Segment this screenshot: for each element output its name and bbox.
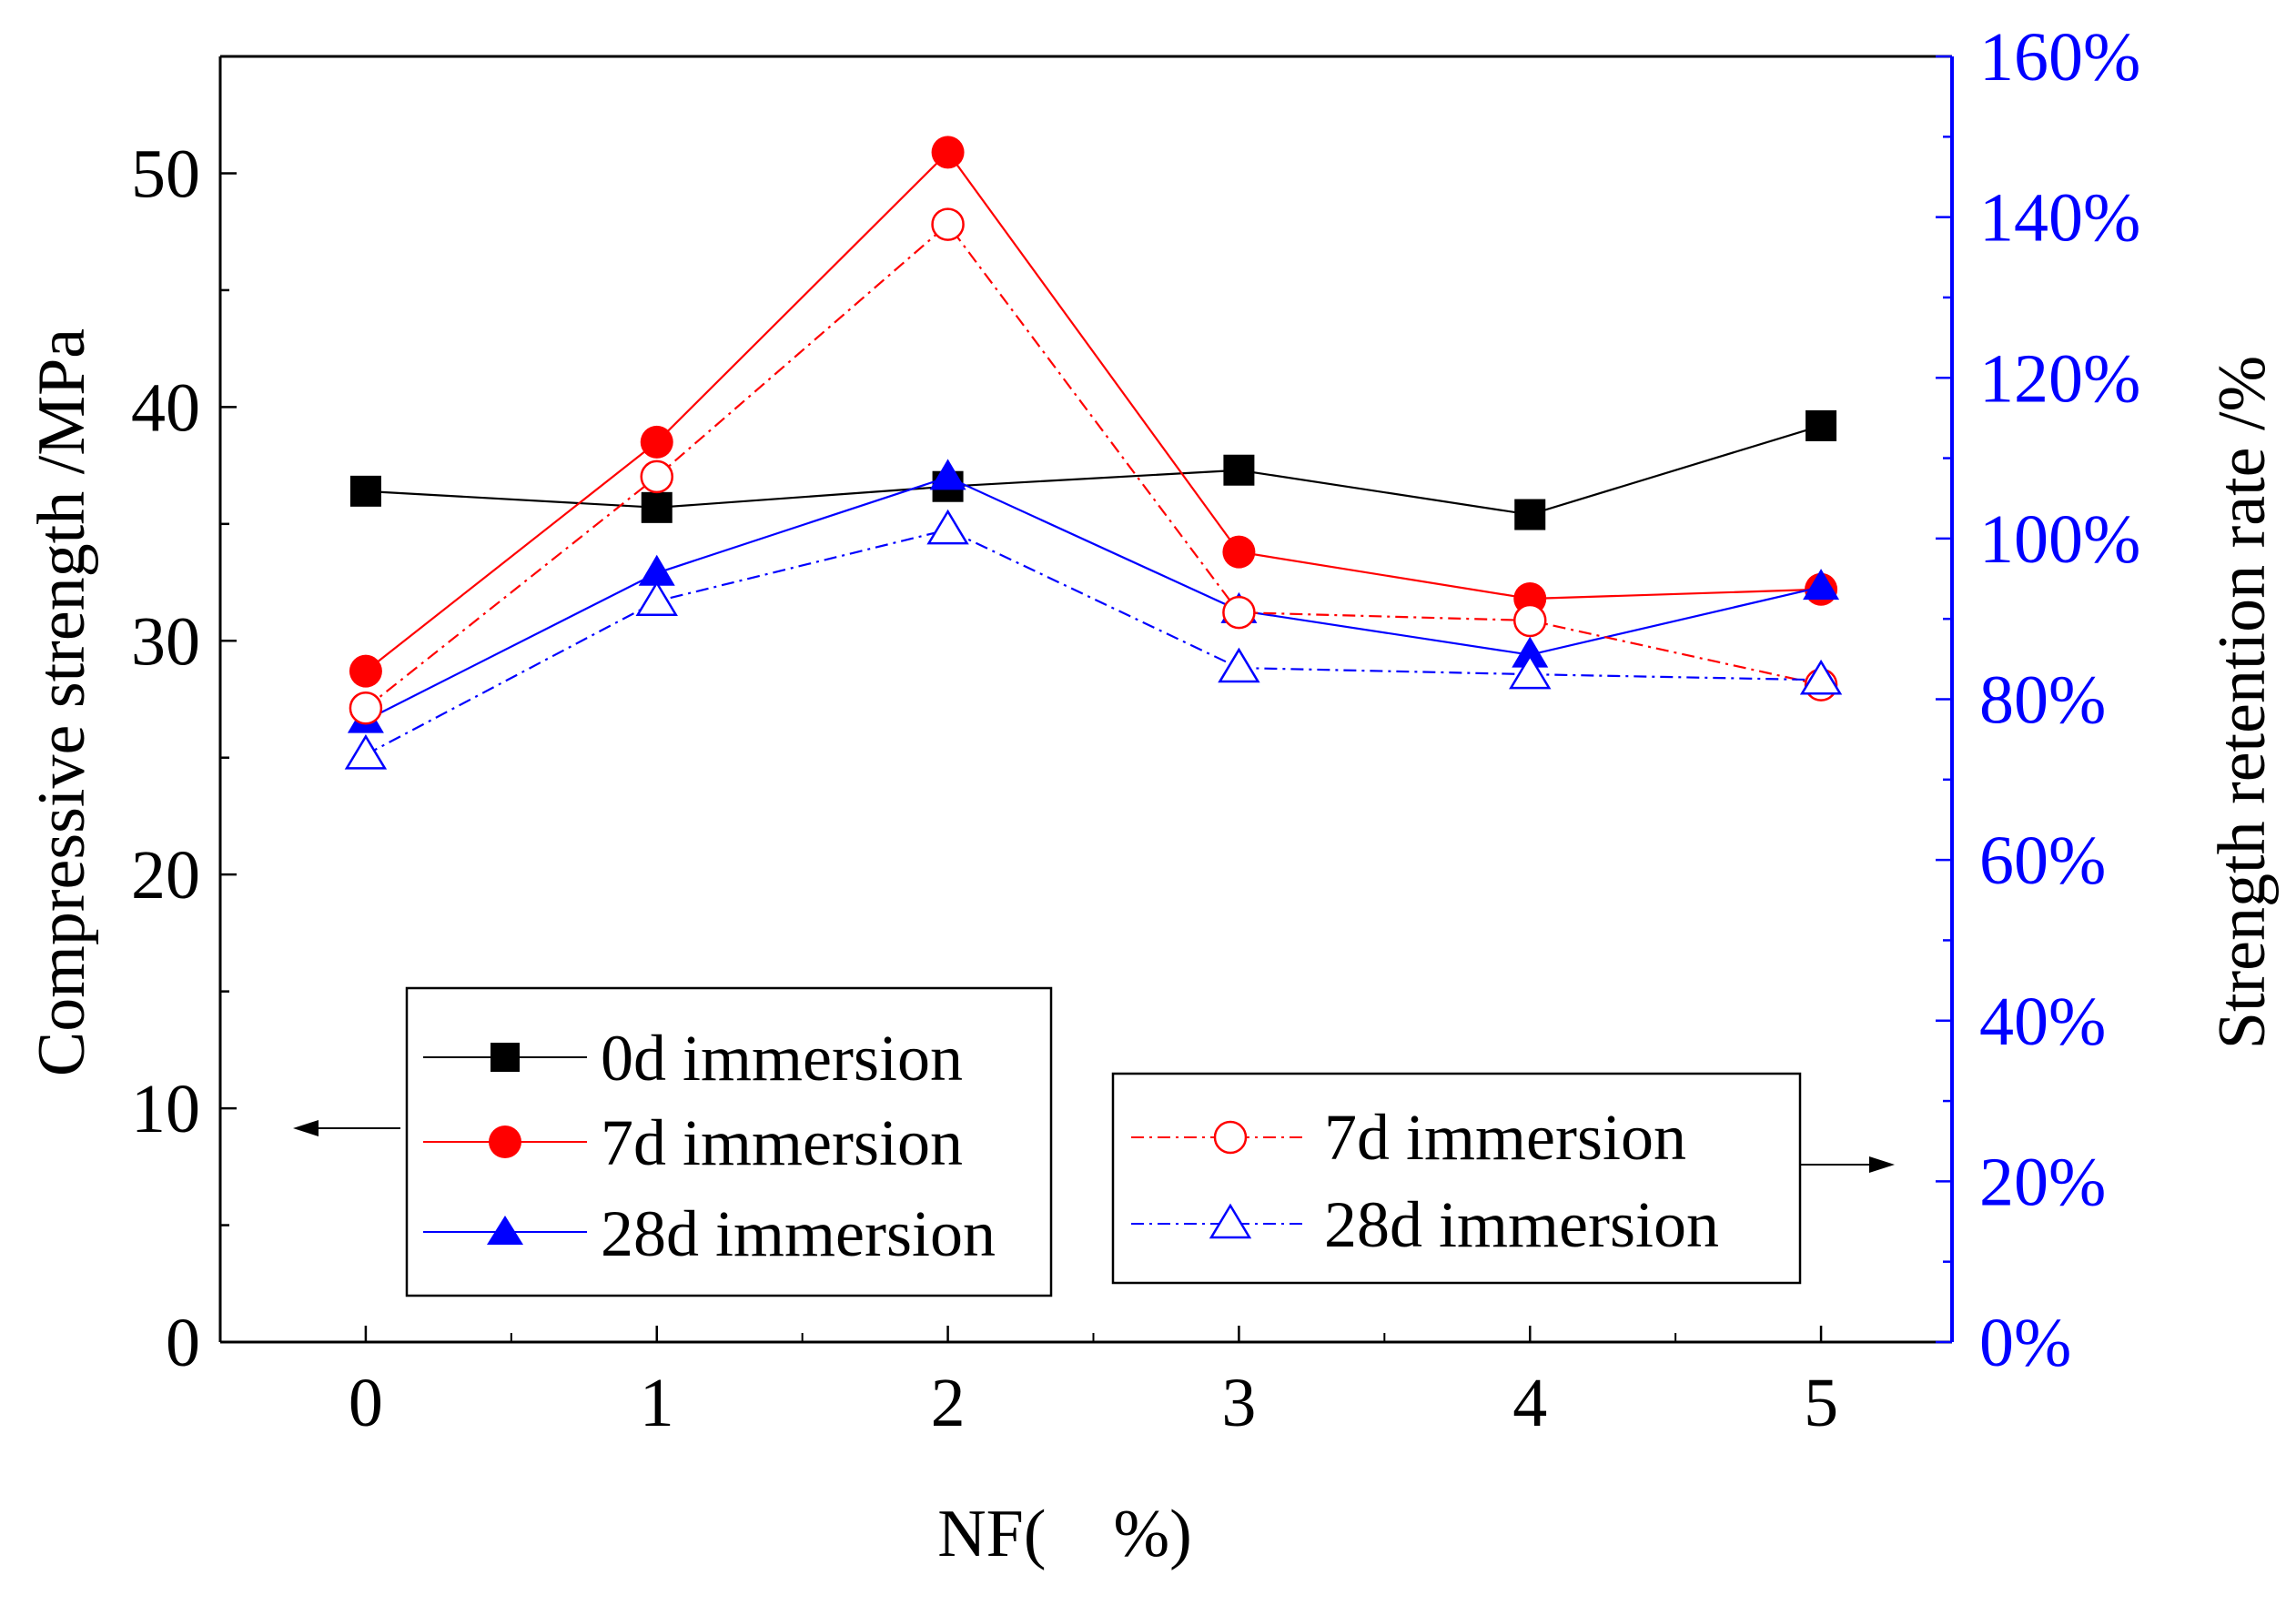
- data-point-circle: [349, 654, 382, 688]
- series-line-2: [365, 476, 1822, 722]
- x-axis-title: NF( %): [937, 1497, 1192, 1571]
- y-right-tick-label: 0%: [1979, 1305, 2071, 1381]
- legend-right-box: [1111, 1072, 1802, 1285]
- data-point-circle-open: [1512, 603, 1547, 638]
- data-point-triangle: [929, 459, 966, 490]
- data-point-triangle-open: [635, 580, 678, 617]
- data-point-circle-open: [931, 207, 965, 241]
- y-right-tick-label: 40%: [1979, 984, 2106, 1060]
- series-line-0: [365, 424, 1822, 516]
- legend-left: 0d immersion 7d immersion 28d immersion: [405, 986, 1053, 1297]
- y-left-tick-label: 10: [131, 1071, 200, 1147]
- legend-label-7d-retention: 7d immersion: [1324, 1101, 1686, 1174]
- legend-marker-7d-retention: [1213, 1120, 1248, 1155]
- legend-label-28d-retention: 28d immersion: [1324, 1188, 1719, 1261]
- left-axis-arrow: [293, 1120, 400, 1136]
- data-point-triangle: [638, 554, 675, 586]
- y-left-tick-label: 0: [166, 1305, 200, 1381]
- y-left-tick-label: 30: [131, 603, 200, 680]
- data-point-square: [349, 475, 381, 507]
- right-axis-arrow: [1800, 1156, 1895, 1173]
- data-point-triangle-open: [1509, 653, 1552, 690]
- data-point-circle-open: [349, 691, 383, 725]
- series-line-4: [365, 528, 1822, 756]
- data-point-square: [1514, 499, 1546, 530]
- data-point-triangle: [1512, 636, 1549, 668]
- axes-layer: 0 1 2 3 4 5010203040500%20%40%60%80%100%120%1…: [131, 19, 2140, 1441]
- y-axis-title-left: Compressive strength /MPa: [25, 328, 99, 1076]
- plot-layer: [344, 136, 1843, 770]
- legend-label-7d: 7d immersion: [601, 1106, 963, 1179]
- legend-marker-7d: [489, 1126, 521, 1158]
- y-axis-title-right: Strength retention rate /%: [2205, 356, 2280, 1049]
- x-tick-label: 3: [1221, 1365, 1256, 1441]
- y-right-tick-label: 80%: [1979, 662, 2106, 739]
- x-tick-label: 5: [1804, 1365, 1838, 1441]
- data-point-triangle: [1803, 569, 1840, 601]
- x-tick-label: 0: [349, 1365, 383, 1441]
- y-left-tick-label: 20: [131, 837, 200, 914]
- y-right-tick-label: 60%: [1979, 823, 2106, 899]
- data-point-triangle-open: [926, 509, 969, 545]
- data-point-square: [1805, 409, 1837, 441]
- data-point-circle-open: [640, 459, 673, 494]
- data-point-circle: [640, 425, 673, 459]
- y-left-tick-label: 50: [131, 136, 200, 212]
- x-tick-label: 2: [931, 1365, 966, 1441]
- data-point-square: [1223, 454, 1255, 486]
- y-right-tick-label: 160%: [1979, 19, 2140, 96]
- series-line-1: [365, 150, 1822, 672]
- legend-right: 7d immersion 28d immersion: [1111, 1072, 1802, 1285]
- x-tick-label: 4: [1512, 1365, 1547, 1441]
- legend-marker-0d: [491, 1043, 520, 1072]
- data-point-triangle-open: [1799, 659, 1843, 695]
- series-line-3: [365, 222, 1822, 710]
- y-right-tick-label: 20%: [1979, 1144, 2106, 1220]
- data-point-square: [641, 491, 673, 523]
- legend-label-28d: 28d immersion: [601, 1197, 996, 1270]
- legend-marker-28d: [487, 1216, 523, 1245]
- y-right-tick-label: 100%: [1979, 501, 2140, 578]
- data-point-circle: [931, 136, 965, 169]
- data-point-triangle-open: [344, 734, 388, 770]
- legend-marker-28d-retention: [1209, 1203, 1252, 1239]
- legend-label-0d: 0d immersion: [601, 1022, 963, 1095]
- data-point-circle: [1222, 535, 1256, 569]
- y-right-tick-label: 140%: [1979, 180, 2140, 257]
- data-point-circle-open: [1222, 595, 1256, 630]
- x-tick-label: 1: [640, 1365, 674, 1441]
- y-left-tick-label: 40: [131, 369, 200, 446]
- y-right-tick-label: 120%: [1979, 340, 2140, 417]
- data-point-triangle-open: [1218, 647, 1260, 683]
